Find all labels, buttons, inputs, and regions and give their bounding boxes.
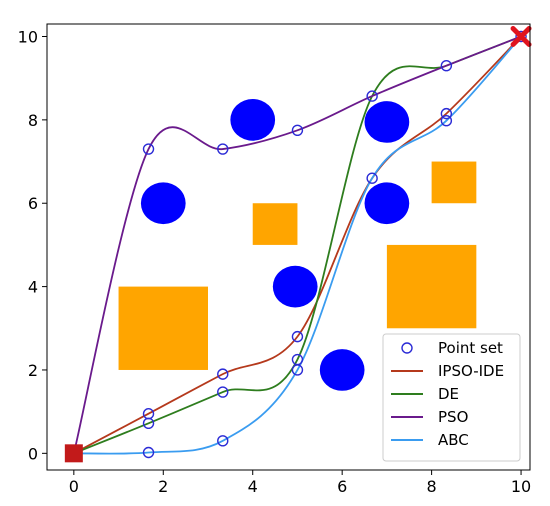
point-set-marker	[440, 115, 453, 127]
goal-marker	[510, 26, 532, 48]
point-set-marker	[217, 386, 229, 398]
x-tick-label: 4	[248, 477, 258, 496]
obstacle-square-3	[386, 244, 477, 329]
point-set-marker	[366, 90, 378, 102]
series-layer	[72, 35, 522, 455]
obstacle-circle-2	[140, 182, 186, 225]
x-tick-label: 10	[511, 477, 531, 496]
y-tick-label: 6	[28, 194, 38, 213]
x-tick-label: 8	[427, 477, 437, 496]
point-set-marker	[440, 107, 453, 120]
legend-label-ipso-ide: IPSO-IDE	[438, 362, 504, 380]
point-set-marker	[217, 143, 229, 155]
series-line-abc	[73, 35, 522, 455]
start-marker	[64, 444, 83, 463]
legend-label-de: DE	[438, 385, 459, 403]
point-set-marker	[440, 59, 453, 72]
series-line-pso	[72, 35, 522, 454]
x-tick-label: 2	[158, 477, 168, 496]
legend-label-point-set: Point set	[438, 339, 503, 357]
legend-label-pso: PSO	[438, 408, 468, 426]
point-set-marker	[217, 435, 229, 447]
point-set-marker	[291, 124, 304, 136]
start-goal-layer	[64, 26, 532, 463]
point-set-marker	[515, 30, 527, 43]
point-set-marker	[142, 446, 155, 459]
obstacles-layer	[118, 99, 477, 391]
obstacle-circle-3	[364, 101, 410, 143]
x-tick-label: 0	[69, 477, 79, 496]
point-set-marker	[142, 417, 155, 430]
obstacle-circle-1	[230, 99, 276, 141]
point-set-marker	[291, 330, 304, 343]
x-tick-label: 6	[337, 477, 347, 496]
y-tick-label: 8	[28, 111, 38, 130]
obstacle-square-1	[118, 286, 208, 370]
legend-label-abc: ABC	[438, 431, 469, 449]
point-set-marker	[142, 143, 155, 155]
obstacle-square-2	[252, 203, 298, 245]
legend-box	[382, 333, 521, 462]
point-set-marker	[291, 364, 304, 376]
y-tick-label: 0	[28, 444, 38, 463]
point-set-marker	[366, 172, 378, 184]
obstacle-circle-4	[364, 182, 410, 225]
y-tick-label: 10	[18, 28, 38, 47]
legend-swatch-point-set	[401, 342, 413, 354]
obstacle-circle-5	[272, 265, 318, 308]
legend: Point set IPSO-IDE DE PSO ABC	[382, 333, 521, 462]
point-set-layer	[68, 30, 527, 460]
obstacle-circle-6	[319, 349, 365, 391]
obstacle-square-4	[431, 161, 477, 204]
axes-layer: 0 2 4 6 8 10 0 2 4 6 8 10	[18, 28, 532, 496]
plot-frame	[46, 23, 531, 471]
y-tick-label: 2	[28, 361, 38, 380]
series-line-ipso-ide	[73, 35, 522, 455]
y-tick-label: 4	[28, 278, 38, 297]
point-set-marker	[217, 368, 229, 380]
